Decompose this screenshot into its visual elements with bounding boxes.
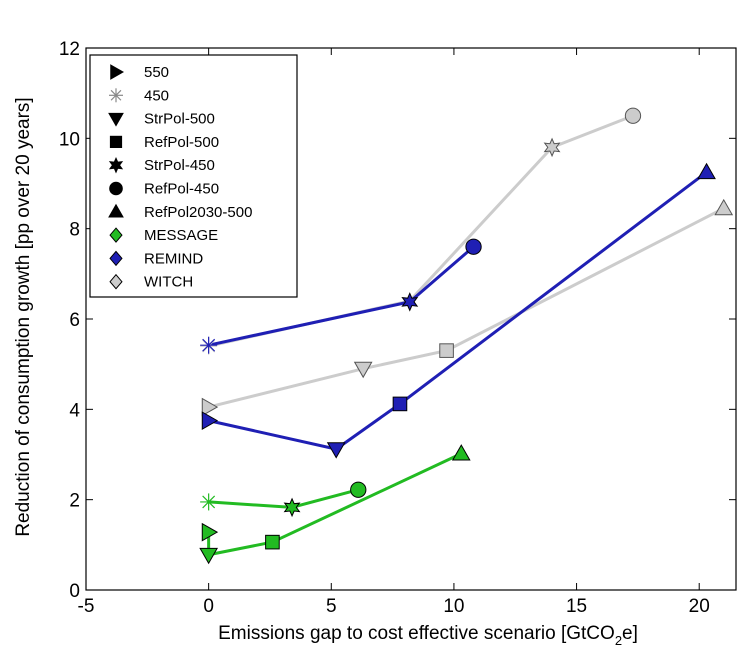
y-tick-label: 0 [69,581,80,602]
point-witch-refpol2030-500 [714,198,734,216]
legend-item: MESSAGE [109,227,218,244]
legend-marker-square [109,135,123,149]
point-remind-strpol-450 [401,292,419,312]
legend-item: RefPol2030-500 [108,203,252,221]
legend-label: RefPol2030-500 [144,204,252,221]
legend-label: 550 [144,64,169,81]
x-tick-label: 20 [689,596,710,617]
point-remind-refpol-450 [465,238,482,255]
point-message-refpol-500 [265,534,280,550]
point-message-refpol-450 [350,481,367,498]
legend-box [89,54,298,298]
y-tick-label: 12 [59,39,80,60]
legend-label: StrPol-500 [144,111,215,128]
point-message-550 [201,522,219,542]
legend-label: REMIND [144,250,203,267]
point-witch-strpol-500 [353,361,373,379]
legend-label: 450 [144,87,169,104]
x-tick-label: 15 [566,596,587,617]
legend-label: MESSAGE [144,227,218,244]
data-points [199,107,734,565]
legend-marker-triangle-right [110,64,125,80]
series-line-message [207,452,462,557]
y-tick-label: 10 [59,129,80,150]
series-line-witch [208,207,725,409]
legend-item: RefPol-450 [109,181,219,198]
series-lines [207,114,725,557]
legend: 550 450 StrPol-500 RefPol-500 StrPol-450 RefP… [89,54,298,298]
legend-label: RefPol-450 [144,181,219,198]
legend-item: WITCH [109,273,193,291]
point-message-450 [200,493,218,511]
x-tick-label: -5 [78,596,95,617]
legend-label: RefPol-500 [144,134,219,151]
legend-marker-diamond [109,273,123,290]
point-remind-strpol-500 [326,442,346,459]
legend-marker-hexagram [108,156,124,174]
y-axis-title: Reduction of consumption growth [pp over… [13,97,34,536]
series-line-message [208,488,359,509]
point-remind-450 [200,336,218,354]
legend-item: StrPol-450 [108,156,215,174]
legend-item: RefPol-500 [109,134,219,151]
legend-item: REMIND [109,250,203,267]
legend-marker-circle [109,181,123,196]
y-tick-label: 8 [69,220,80,241]
legend-item: StrPol-500 [108,111,215,128]
legend-marker-triangle-up [108,203,124,218]
point-witch-refpol-500 [439,343,454,358]
point-witch-strpol-450 [543,137,561,158]
legend-marker-diamond [109,250,123,267]
legend-label: StrPol-450 [144,157,215,174]
x-axis-title-main: Emissions gap to cost effective scenario… [218,623,615,644]
y-tick-label: 6 [69,310,80,331]
point-remind-refpol2030-500 [697,162,716,180]
x-tick-label: 10 [443,596,464,617]
point-witch-refpol-450 [624,107,642,124]
point-message-refpol2030-500 [451,444,471,461]
legend-marker-triangle-down [108,112,124,127]
point-remind-550 [201,411,219,430]
y-tick-label: 4 [69,400,80,421]
point-message-strpol-450 [283,497,301,518]
y-tick-label: 2 [69,491,80,512]
series-line-remind [208,171,708,451]
legend-item: 450 [109,87,169,104]
legend-marker-diamond [109,227,123,243]
point-remind-refpol-500 [392,396,408,412]
legend-item: 550 [110,64,169,81]
x-axis-title-subscript: 2 [615,633,622,648]
point-message-strpol-500 [199,547,219,565]
legend-label: WITCH [144,274,193,291]
x-axis-title: Emissions gap to cost effective scenario… [218,623,638,648]
x-tick-label: 0 [203,596,214,617]
point-witch-550 [201,397,219,417]
x-axis-title-end: e] [622,623,638,644]
x-tick-label: 5 [326,596,337,617]
legend-marker-asterisk [109,88,123,103]
